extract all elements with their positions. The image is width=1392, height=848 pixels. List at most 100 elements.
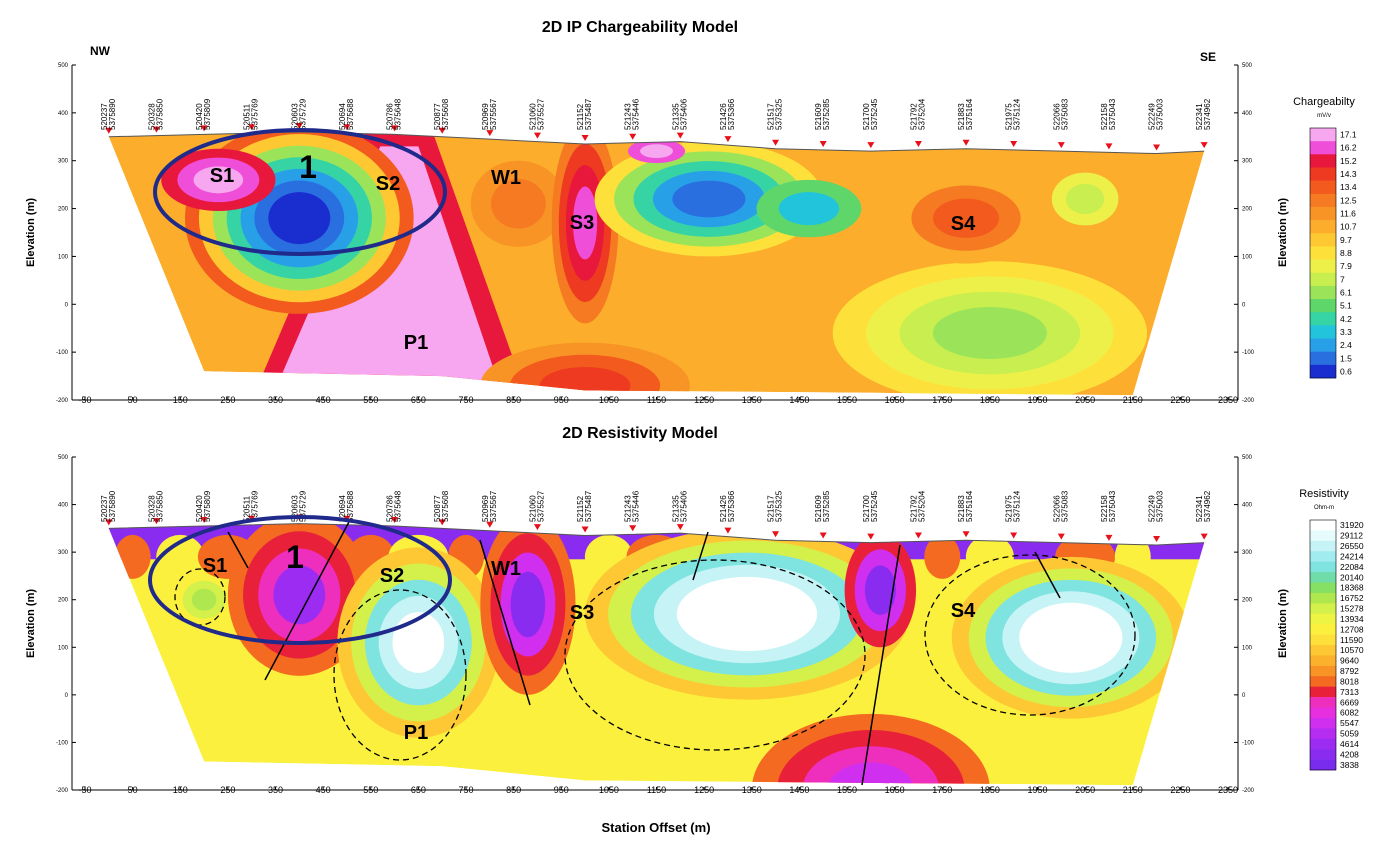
station-marker	[533, 132, 541, 139]
colorbar-unit: Ohm-m	[1314, 505, 1334, 511]
station-easting: 522158	[1100, 103, 1109, 130]
colorbar-cell	[1310, 582, 1336, 594]
colorbar-cell	[1310, 233, 1336, 247]
colorbar-cell	[1310, 572, 1336, 583]
station-easting: 520603	[290, 103, 299, 130]
anomaly	[932, 306, 1047, 360]
colorbar-label: 8018	[1340, 676, 1359, 686]
colorbar-label: 29112	[1340, 531, 1363, 541]
y-tick-label: 100	[1242, 645, 1253, 651]
colorbar-cell	[1310, 520, 1336, 531]
colorbar-label: 4.2	[1340, 314, 1352, 324]
colorbar-cell	[1310, 676, 1336, 687]
colorbar-cell	[1310, 154, 1336, 168]
x-tick-label: 1250	[694, 395, 714, 405]
station-easting: 521517	[767, 103, 776, 130]
station-easting: 522341	[1195, 495, 1204, 522]
station-northing: 5375366	[727, 490, 736, 522]
station-marker	[1057, 533, 1065, 540]
colorbar-label: 4614	[1340, 739, 1359, 749]
anomaly	[268, 192, 331, 245]
band-break	[114, 534, 151, 579]
station-easting: 521517	[767, 495, 776, 522]
colorbar-label: 6669	[1340, 697, 1359, 707]
y-tick-label: 200	[58, 207, 69, 213]
model-section	[108, 132, 1205, 396]
colorbar-label: 1.5	[1340, 353, 1352, 363]
anomaly-label: W1	[491, 167, 521, 189]
anomaly-label: P1	[404, 332, 428, 354]
station-northing: 5375325	[775, 98, 784, 130]
colorbar-label: 9.7	[1340, 235, 1352, 245]
anomaly-label: S4	[951, 600, 976, 622]
y-tick-label: 400	[58, 111, 69, 117]
colorbar-cell	[1310, 312, 1336, 326]
colorbar-label: 16.2	[1340, 143, 1357, 153]
station-marker	[200, 125, 208, 132]
station-easting: 521792	[909, 103, 918, 130]
x-tick-label: 1350	[742, 785, 762, 795]
colorbar-cell	[1310, 603, 1336, 615]
station-marker	[629, 133, 637, 140]
colorbar-cell	[1310, 364, 1336, 379]
station-marker	[676, 524, 684, 531]
colorbar-cell	[1310, 285, 1336, 300]
band-break	[965, 534, 1014, 579]
x-tick-label: 1550	[837, 785, 857, 795]
station-northing: 5375729	[298, 98, 307, 130]
station-marker	[867, 142, 875, 149]
panel: 2D IP Chargeability Model NW SE Elevation (…	[25, 19, 1357, 405]
colorbar-cell	[1310, 167, 1336, 181]
colorbar-cell	[1310, 220, 1336, 234]
colorbar-cell	[1310, 530, 1336, 542]
station-easting: 521883	[957, 495, 966, 522]
y-tick-label: 200	[58, 598, 69, 604]
y-tick-label: 400	[1242, 503, 1253, 509]
colorbar-cell	[1310, 717, 1336, 729]
colorbar-label: 18368	[1340, 583, 1364, 593]
station-marker	[486, 130, 494, 137]
x-tick-label: 1050	[599, 785, 619, 795]
station-northing: 5375083	[1060, 98, 1069, 130]
model-section	[108, 523, 1205, 786]
colorbar-cell	[1310, 128, 1336, 142]
station-easting: 520237	[100, 495, 109, 522]
colorbar-cell	[1310, 634, 1336, 646]
colorbar-cell	[1310, 246, 1336, 260]
colorbar-frame	[1309, 519, 1337, 771]
station-easting: 520603	[290, 495, 299, 522]
x-tick-label: 450	[316, 395, 331, 405]
station-northing: 5375164	[965, 98, 974, 130]
x-tick-label: 1450	[789, 785, 809, 795]
colorbar-cell	[1310, 338, 1336, 352]
x-tick-label: 250	[220, 395, 235, 405]
y-tick-label: -200	[56, 788, 69, 794]
station-easting: 520877	[433, 103, 442, 130]
station-marker	[629, 525, 637, 532]
colorbar-label: 2.4	[1340, 340, 1352, 350]
band-break	[924, 534, 961, 579]
anomaly	[572, 186, 598, 260]
colorbar-label: 5547	[1340, 718, 1359, 728]
station-northing: 5375648	[394, 490, 403, 522]
station-marker	[248, 124, 256, 131]
station-marker	[1200, 533, 1208, 540]
station-northing: 5375890	[108, 490, 117, 522]
anomaly	[1065, 183, 1105, 215]
station-marker	[1010, 532, 1018, 539]
anomaly	[392, 612, 445, 673]
y-tick-label: 500	[58, 455, 69, 461]
station-easting: 520969	[481, 495, 490, 522]
y-axis-label: Elevation (m)	[1277, 198, 1289, 267]
contour-outline	[333, 589, 467, 761]
station-marker	[819, 140, 827, 147]
anomaly-label: S1	[210, 165, 234, 187]
y-tick-label: 300	[58, 550, 69, 556]
anomaly	[510, 571, 546, 638]
station-easting: 522066	[1052, 103, 1061, 130]
station-northing: 5375608	[441, 98, 450, 130]
station-marker	[867, 533, 875, 540]
panel-title: 2D IP Chargeability Model	[542, 19, 738, 36]
station-easting: 520969	[481, 103, 490, 130]
anomaly	[640, 144, 673, 159]
